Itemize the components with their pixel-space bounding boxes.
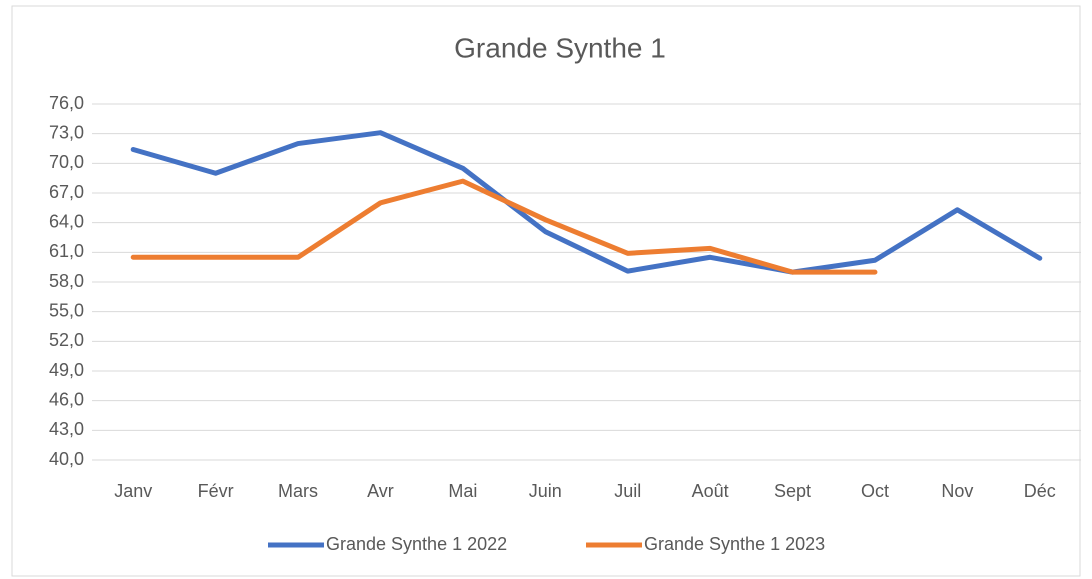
x-tick-label: Nov [941,481,973,501]
x-tick-label: Sept [774,481,811,501]
x-tick-label: Juin [529,481,562,501]
x-tick-label: Oct [861,481,889,501]
y-tick-label: 52,0 [49,330,84,350]
legend-label: Grande Synthe 1 2023 [644,534,825,554]
y-tick-label: 64,0 [49,211,84,231]
x-tick-label: Avr [367,481,394,501]
x-tick-label: Févr [198,481,234,501]
y-tick-label: 61,0 [49,241,84,261]
y-tick-label: 73,0 [49,122,84,142]
y-tick-label: 43,0 [49,419,84,439]
y-tick-label: 55,0 [49,300,84,320]
data-line [130,130,1043,275]
y-tick-label: 46,0 [49,389,84,409]
chart-border [11,5,1081,577]
x-tick-label: Déc [1024,481,1056,501]
x-tick-label: Mars [278,481,318,501]
data-line [130,178,878,275]
chart-title: Grande Synthe 1 [454,32,666,63]
y-tick-label: 67,0 [49,182,84,202]
y-tick-label: 76,0 [49,93,84,113]
x-tick-label: Août [692,481,729,501]
x-tick-label: Juil [614,481,641,501]
x-tick-label: Mai [448,481,477,501]
legend-label: Grande Synthe 1 2022 [326,534,507,554]
x-tick-label: Janv [114,481,152,501]
y-tick-label: 70,0 [49,152,84,172]
y-tick-label: 49,0 [49,360,84,380]
y-tick-label: 58,0 [49,271,84,291]
y-tick-label: 40,0 [49,449,84,469]
